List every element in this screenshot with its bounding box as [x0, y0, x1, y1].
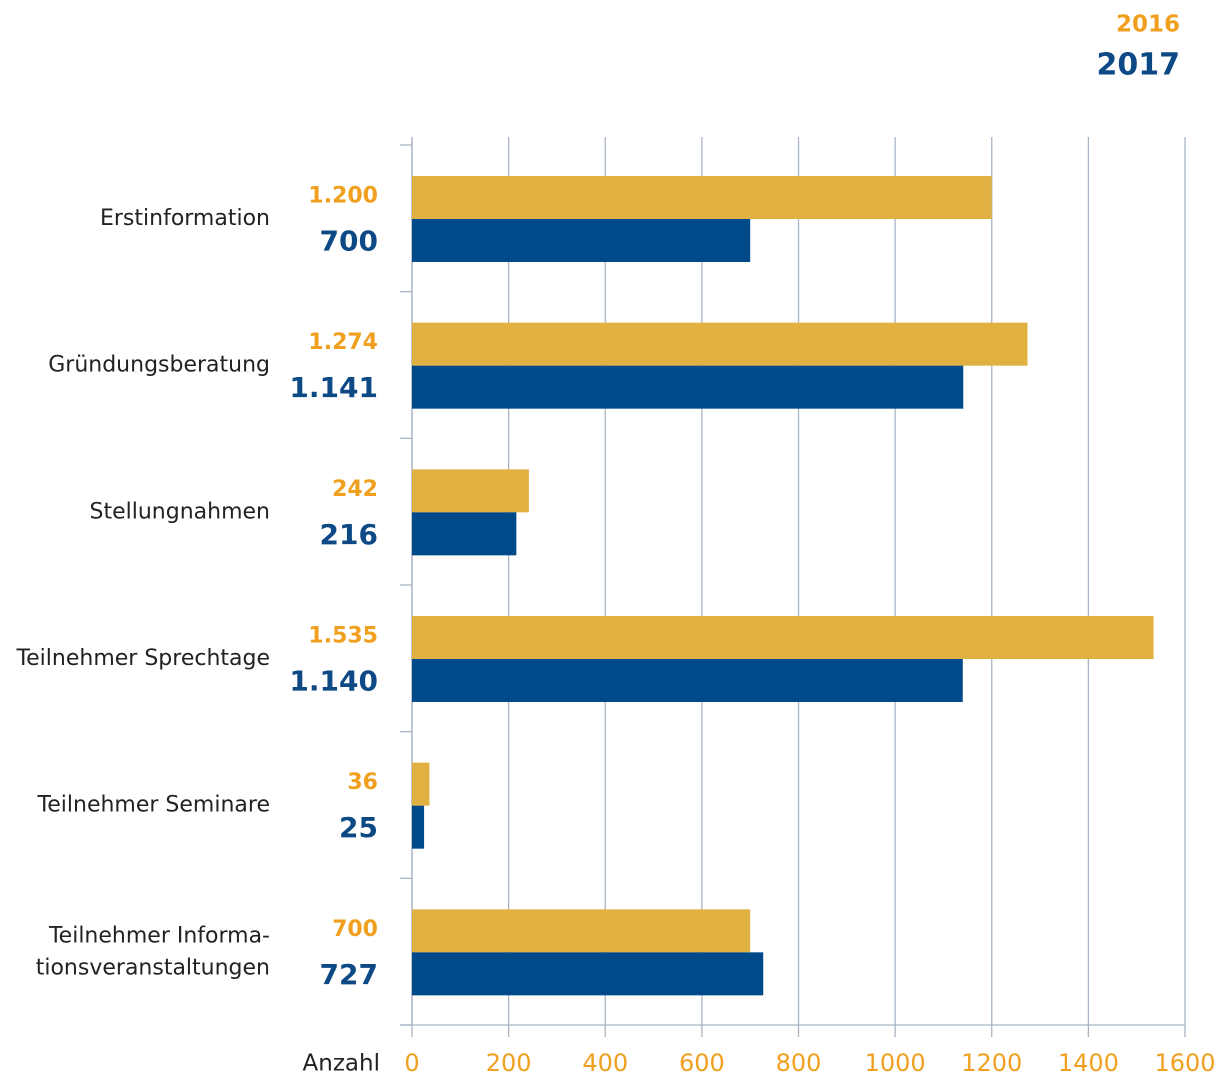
value-label: 1.140 [289, 665, 378, 698]
bar [412, 616, 1154, 659]
y-tick-label: Stellungnahmen [90, 499, 270, 524]
value-label: 25 [339, 811, 378, 844]
x-tick-label: 1000 [865, 1049, 926, 1077]
x-tick-label: 0 [404, 1049, 419, 1077]
value-label: 1.535 [308, 624, 378, 649]
x-tick-label: 600 [679, 1049, 725, 1077]
value-label: 242 [332, 477, 378, 502]
legend-label: 2017 [1097, 48, 1181, 83]
bar [412, 469, 529, 513]
y-tick-label: Erstinformation [100, 206, 270, 231]
x-tick-label: 1200 [961, 1049, 1022, 1077]
bar [412, 909, 751, 953]
bar [412, 659, 963, 702]
bar [412, 322, 1028, 366]
value-label: 36 [347, 770, 378, 795]
x-axis-label: Anzahl [303, 1051, 380, 1077]
y-tick-label: Teilnehmer Seminare [37, 793, 270, 818]
value-label: 1.200 [308, 184, 378, 209]
x-tick-label: 400 [582, 1049, 628, 1077]
bar [412, 805, 425, 849]
value-label: 700 [320, 225, 378, 258]
value-label: 1.141 [289, 371, 378, 404]
y-tick-label: Gründungsberatung [48, 353, 270, 378]
bar [412, 512, 517, 556]
x-tick-label: 1400 [1058, 1049, 1119, 1077]
value-label: 727 [320, 958, 378, 991]
bar [412, 219, 751, 262]
bar [412, 762, 430, 806]
legend-label: 2016 [1116, 12, 1180, 38]
value-label: 700 [332, 917, 378, 942]
bar [412, 952, 764, 996]
y-tick-label: Teilnehmer Sprechtage [15, 646, 270, 671]
value-label: 1.274 [308, 330, 378, 355]
x-tick-label: 200 [486, 1049, 532, 1077]
bar [412, 365, 964, 409]
value-label: 216 [320, 518, 378, 551]
bar [412, 176, 992, 219]
y-tick-label: Teilnehmer Informa-tionsveranstaltungen [36, 923, 270, 980]
x-tick-label: 800 [776, 1049, 822, 1077]
x-tick-label: 1600 [1154, 1049, 1215, 1077]
